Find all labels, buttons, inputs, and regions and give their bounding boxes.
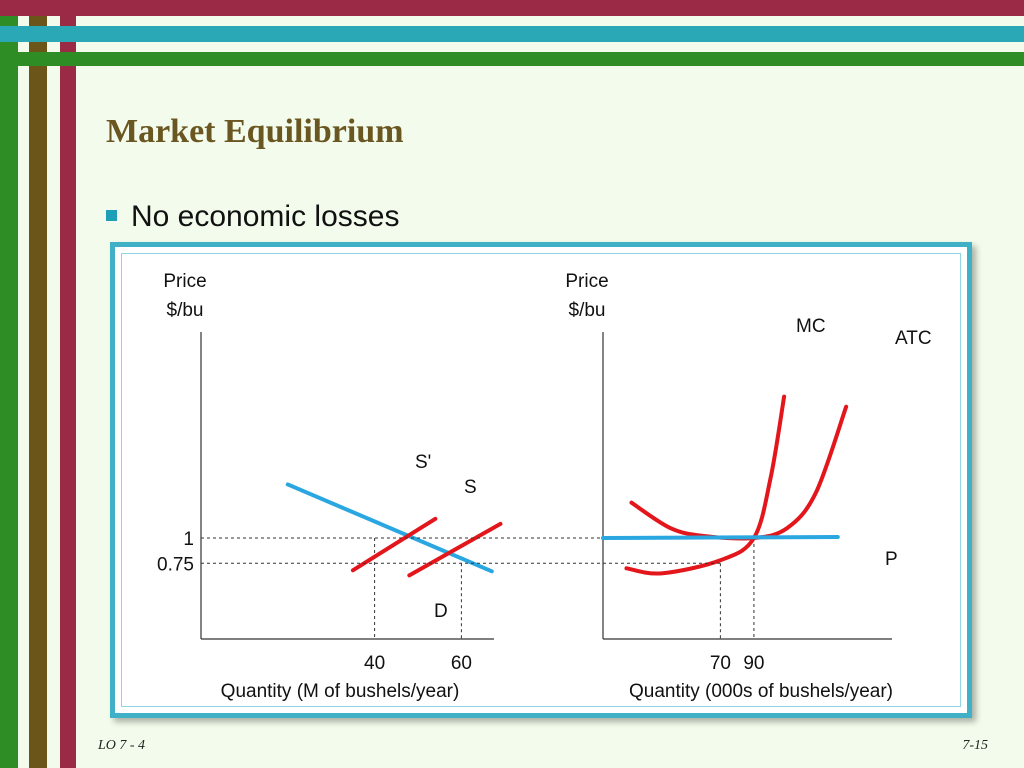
stripe-teal-horizontal bbox=[0, 26, 1024, 42]
square-bullet-icon bbox=[106, 210, 117, 221]
panel2-label-mc: MC bbox=[796, 316, 826, 337]
panel1-x-tick-60: 60 bbox=[451, 653, 472, 674]
panel2-curve-atc bbox=[629, 404, 849, 541]
panel2-y-axis-label-line2: $/bu bbox=[569, 300, 606, 321]
panel1-y-axis-label-line2: $/bu bbox=[167, 300, 204, 321]
bullet-text: No economic losses bbox=[131, 200, 400, 233]
panel1-curve-s-prime bbox=[350, 516, 438, 573]
footer-page-number: 7-15 bbox=[962, 738, 988, 753]
panel1-curve-d bbox=[285, 482, 494, 574]
panel2-label-atc: ATC bbox=[895, 328, 932, 349]
panel1-y-tick-1: 0.75 bbox=[157, 554, 194, 575]
footer-lo: LO 7 - 4 bbox=[98, 738, 146, 753]
panel1-y-axis-label-line1: Price bbox=[163, 271, 206, 292]
panel2-label-p: P bbox=[885, 549, 898, 570]
bullet-item: No economic losses bbox=[106, 200, 399, 234]
panel1-label-d: D bbox=[434, 601, 448, 622]
panel1-y-tick-0: 1 bbox=[183, 529, 194, 550]
panel2-curve-p bbox=[601, 534, 840, 540]
panel2-y-axis-label-line1: Price bbox=[565, 271, 608, 292]
stripe-green-horizontal bbox=[0, 52, 1024, 66]
panel2-x-axis-label: Quantity (000s of bushels/year) bbox=[629, 681, 893, 702]
stripe-green-vertical bbox=[0, 0, 18, 768]
panel2-x-tick-90: 90 bbox=[743, 653, 764, 674]
stripe-red-vertical bbox=[60, 0, 76, 768]
panel1-curve-s bbox=[407, 521, 503, 578]
panel1-label-s: S bbox=[464, 477, 477, 498]
stripe-brown-vertical bbox=[29, 0, 47, 768]
panel2-curve-mc bbox=[624, 394, 787, 576]
panel1-x-axis-label: Quantity (M of bushels/year) bbox=[221, 681, 460, 702]
slide-title: Market Equilibrium bbox=[106, 113, 404, 150]
stripe-red-horizontal bbox=[0, 0, 1024, 16]
panel1-x-tick-40: 40 bbox=[364, 653, 385, 674]
panel1-label-s-prime: S' bbox=[415, 452, 431, 473]
panel2-x-tick-70: 70 bbox=[710, 653, 731, 674]
